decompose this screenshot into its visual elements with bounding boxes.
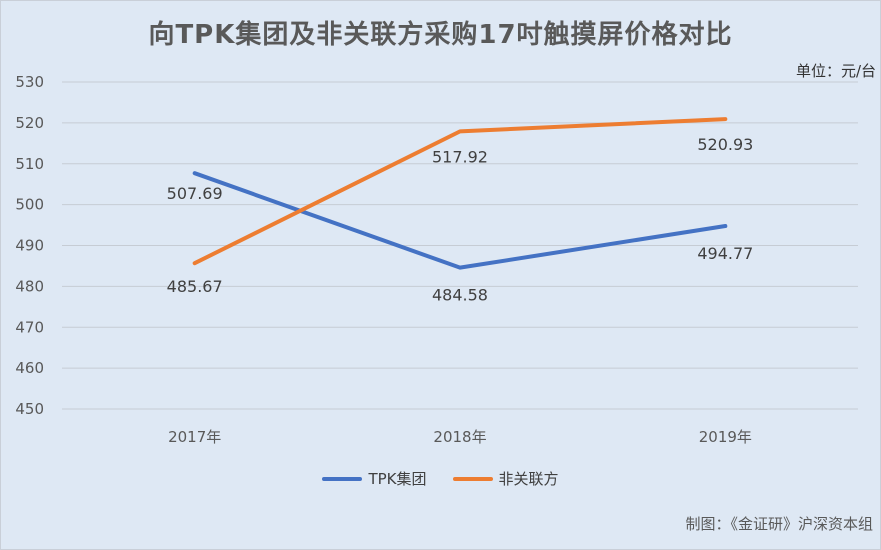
x-tick-label: 2017年 [168, 428, 221, 446]
legend: TPK集团 非关联方 [0, 468, 881, 489]
x-tick-label: 2018年 [433, 428, 486, 446]
y-tick-label: 480 [15, 277, 44, 295]
y-axis-ticks: 450 460 470 480 490 500 510 520 530 [15, 73, 44, 418]
x-axis-ticks: 2017年 2018年 2019年 [168, 428, 752, 446]
data-label: 485.67 [167, 277, 223, 296]
chart-title: 向TPK集团及非关联方采购17吋触摸屏价格对比 [148, 20, 733, 50]
legend-item-non-related: 非关联方 [452, 468, 559, 489]
gridlines [62, 81, 858, 410]
legend-item-tpk: TPK集团 [322, 468, 427, 489]
data-label: 520.93 [697, 135, 753, 154]
legend-label-tpk: TPK集团 [368, 470, 427, 488]
y-tick-label: 490 [15, 237, 44, 255]
data-labels: 507.69 484.58 494.77 485.67 517.92 520.93 [167, 135, 754, 305]
y-tick-label: 520 [15, 114, 44, 132]
unit-label: 单位：元/台 [795, 62, 876, 80]
legend-label-non-related: 非关联方 [498, 470, 559, 488]
data-label: 507.69 [167, 184, 223, 203]
y-tick-label: 460 [15, 359, 44, 377]
y-tick-label: 450 [15, 400, 44, 418]
y-tick-label: 530 [15, 73, 44, 91]
data-label: 484.58 [432, 286, 488, 305]
series-line-1 [192, 117, 728, 266]
legend-swatch-tpk [322, 476, 363, 481]
y-tick-label: 470 [15, 318, 44, 336]
data-label: 517.92 [432, 147, 488, 166]
y-tick-label: 500 [15, 196, 44, 214]
data-label: 494.77 [697, 244, 753, 263]
x-tick-label: 2019年 [699, 428, 752, 446]
legend-swatch-non-related [452, 476, 493, 481]
source-note: 制图：《金证研》沪深资本组 [685, 515, 873, 533]
y-tick-label: 510 [15, 155, 44, 173]
series-line-0 [192, 171, 728, 270]
series-lines [192, 117, 728, 270]
